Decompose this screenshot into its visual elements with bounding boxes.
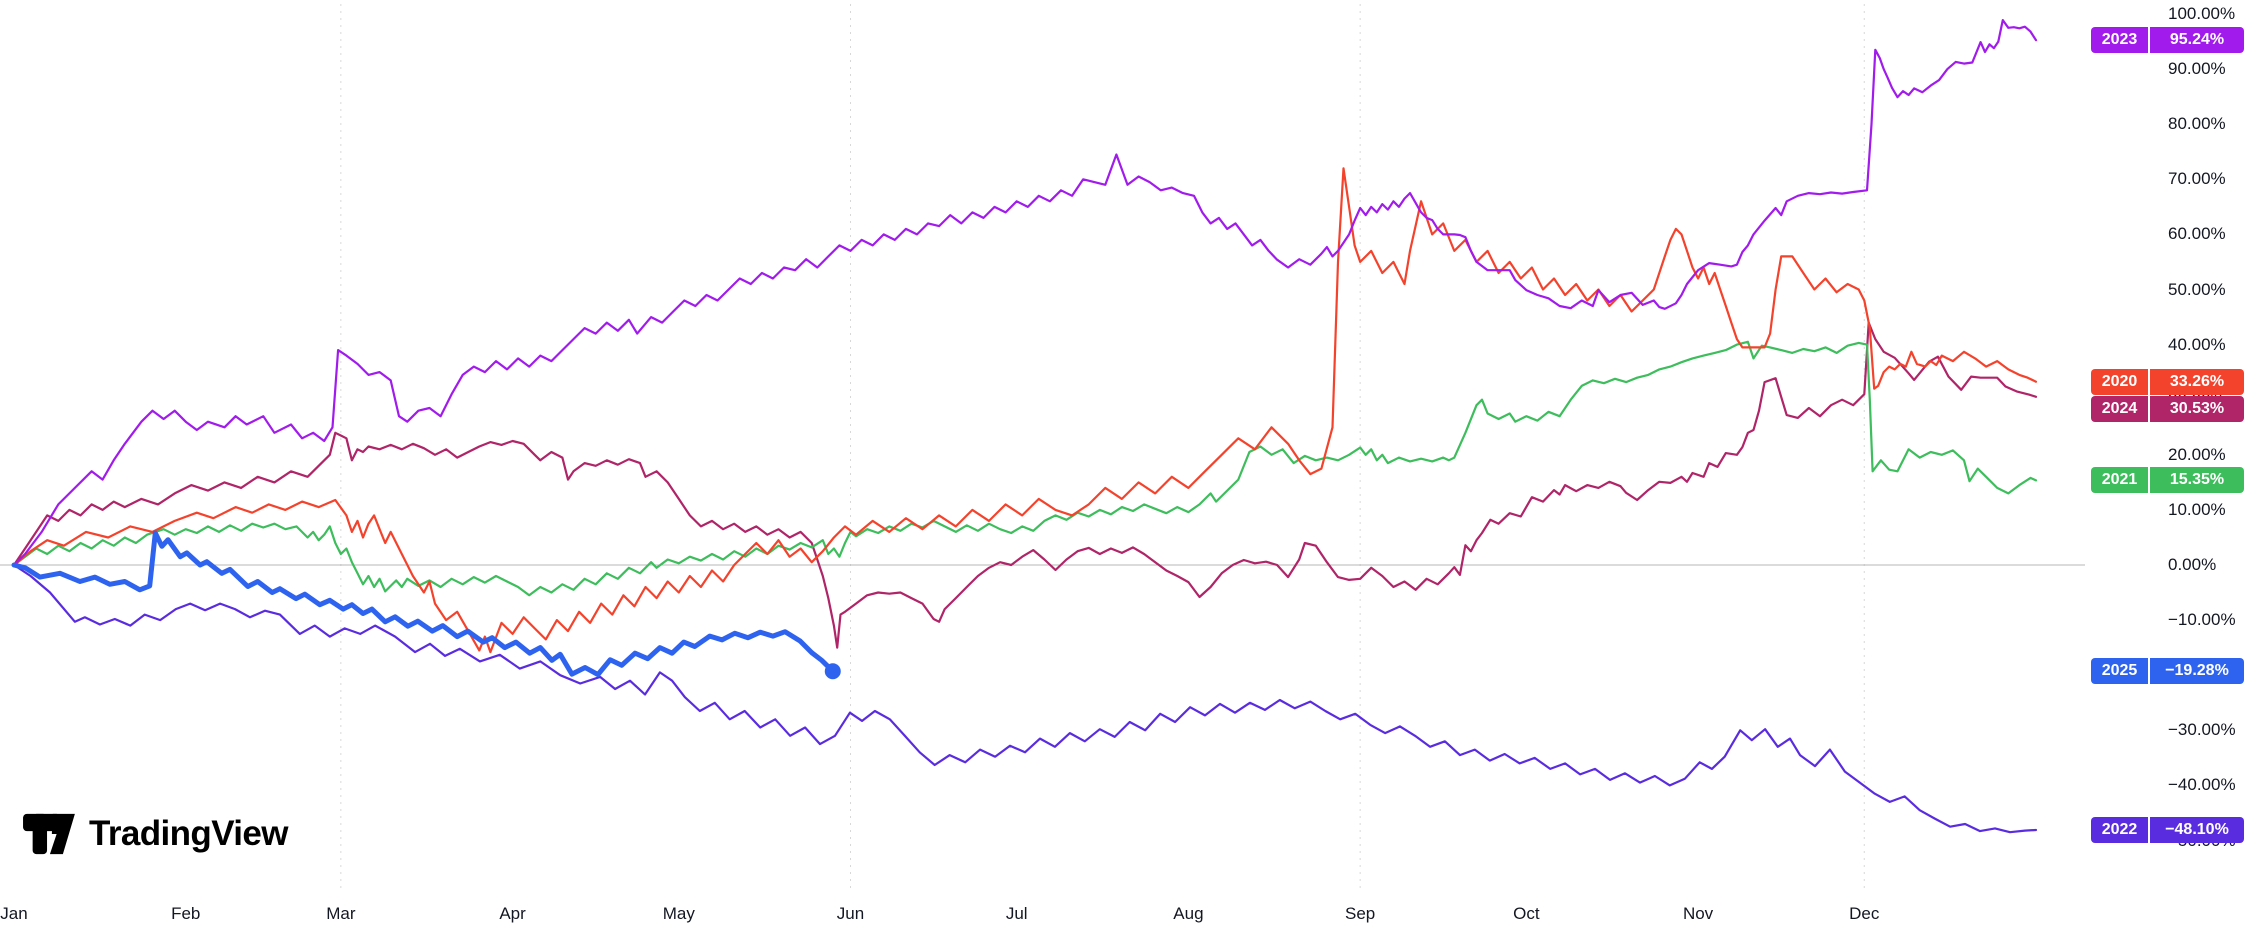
tradingview-logo[interactable]: TradingView bbox=[20, 810, 289, 858]
time-tick-label: Aug bbox=[1173, 904, 1204, 923]
series-line-2020 bbox=[12, 167, 2038, 654]
time-tick-label: Feb bbox=[171, 904, 201, 923]
time-scale[interactable]: Jan Feb Mar Apr May Jun Jul Aug Sep Oct Nov Dec bbox=[0, 902, 2265, 934]
tradingview-logo-text: TradingView bbox=[89, 814, 289, 853]
series-line-2023 bbox=[12, 19, 2038, 567]
series-endpoint-dot-2025 bbox=[824, 663, 841, 680]
time-tick-label: Apr bbox=[499, 904, 526, 923]
series-line-2024 bbox=[12, 321, 2038, 649]
series-line-2022 bbox=[12, 563, 2038, 834]
time-tick-label: Sep bbox=[1345, 904, 1376, 923]
time-tick-label: Jan bbox=[0, 904, 28, 923]
time-tick-label: Nov bbox=[1682, 904, 1714, 923]
tradingview-logo-icon bbox=[23, 813, 75, 855]
time-tick-label: Jul bbox=[1005, 904, 1028, 923]
series-line-2025 bbox=[11, 530, 836, 678]
time-tick-label: Dec bbox=[1849, 904, 1880, 923]
time-tick-label: Mar bbox=[326, 904, 356, 923]
series-line-2021 bbox=[12, 340, 2038, 597]
time-tick-label: May bbox=[662, 904, 695, 923]
time-tick-label: Oct bbox=[1513, 904, 1540, 923]
time-tick-label: Jun bbox=[836, 904, 865, 923]
